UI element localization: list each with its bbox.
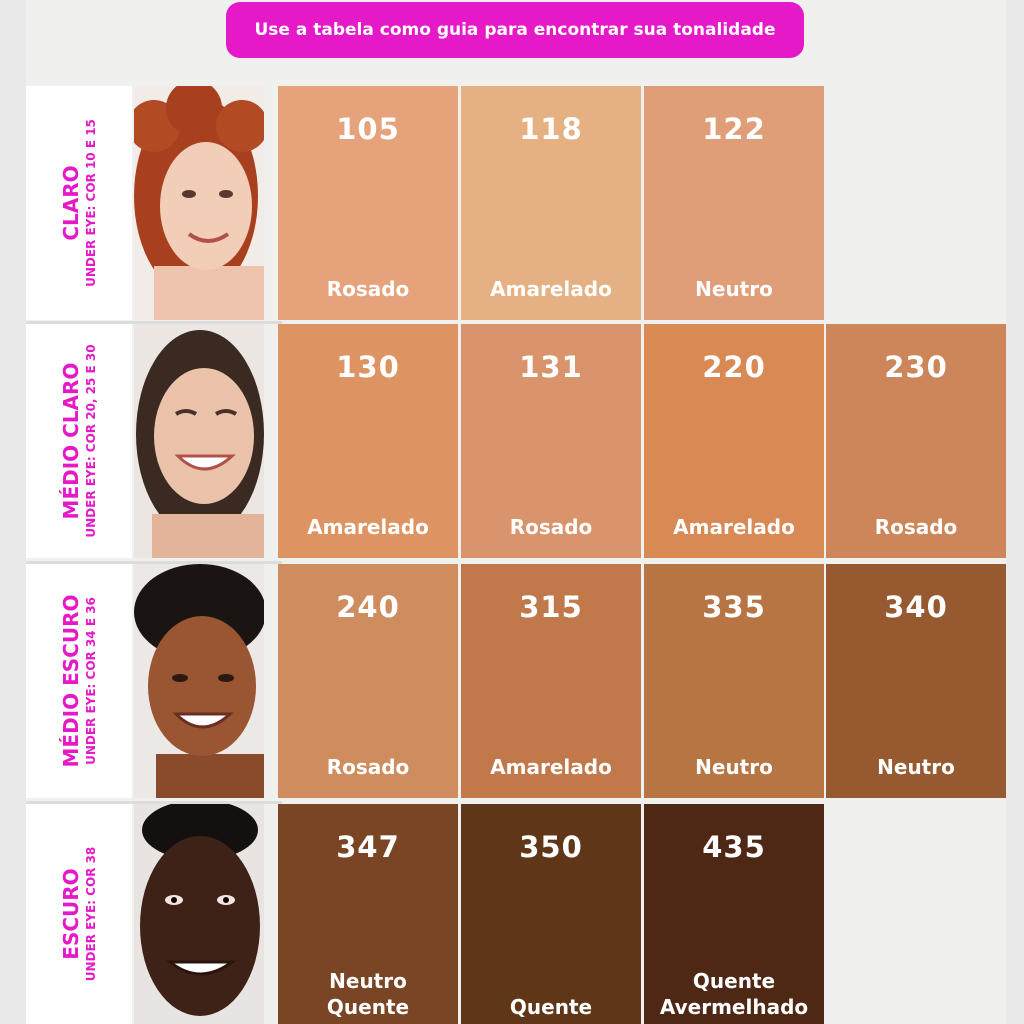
model-photo-medio-claro bbox=[134, 324, 264, 558]
shade-swatch-240[interactable]: 240 Rosado bbox=[278, 564, 458, 798]
shade-tone: Rosado bbox=[509, 515, 593, 539]
under-eye-note: UNDER EYE: COR 38 bbox=[84, 846, 98, 982]
shade-tone: Quente Avermelhado bbox=[659, 969, 809, 1019]
shade-tone: Quente bbox=[509, 995, 593, 1019]
shade-swatch-220[interactable]: 220 Amarelado bbox=[644, 324, 824, 558]
shade-tone: Neutro bbox=[877, 755, 955, 779]
shade-code: 347 bbox=[336, 830, 400, 864]
shade-code: 340 bbox=[884, 590, 948, 624]
shade-tone: Amarelado bbox=[673, 515, 795, 539]
shade-swatch-131[interactable]: 131 Rosado bbox=[461, 324, 641, 558]
shade-code: 240 bbox=[336, 590, 400, 624]
row-divider bbox=[26, 321, 282, 324]
shade-tone: Amarelado bbox=[307, 515, 429, 539]
shade-code: 230 bbox=[884, 350, 948, 384]
skin-level-name: MÉDIO CLARO bbox=[59, 362, 83, 520]
model-photo-escuro bbox=[134, 804, 264, 1024]
shade-swatch-435[interactable]: 435 Quente Avermelhado bbox=[644, 804, 824, 1024]
shade-row-medio-escuro: MÉDIO ESCURO UNDER EYE: COR 34 E 36 240 … bbox=[26, 561, 1006, 798]
row-divider bbox=[26, 801, 282, 804]
shade-code: 315 bbox=[519, 590, 583, 624]
shade-code: 350 bbox=[519, 830, 583, 864]
shade-tone: Neutro bbox=[695, 755, 773, 779]
under-eye-note: UNDER EYE: COR 34 E 36 bbox=[84, 597, 98, 765]
shade-tone: Neutro Quente bbox=[326, 969, 410, 1019]
shade-swatch-315[interactable]: 315 Amarelado bbox=[461, 564, 641, 798]
row-label: MÉDIO ESCURO UNDER EYE: COR 34 E 36 bbox=[26, 564, 132, 798]
shade-row-claro: CLARO UNDER EYE: COR 10 E 15 105 Rosado … bbox=[26, 86, 1006, 320]
shade-swatch-105[interactable]: 105 Rosado bbox=[278, 86, 458, 320]
shade-code: 220 bbox=[702, 350, 766, 384]
shade-code: 130 bbox=[336, 350, 400, 384]
model-photo-claro bbox=[134, 86, 264, 320]
shade-swatch-130[interactable]: 130 Amarelado bbox=[278, 324, 458, 558]
shade-tone: Rosado bbox=[874, 515, 958, 539]
shade-row-medio-claro: MÉDIO CLARO UNDER EYE: COR 20, 25 E 30 1… bbox=[26, 321, 1006, 558]
shade-code: 105 bbox=[336, 112, 400, 146]
shade-code: 118 bbox=[519, 112, 583, 146]
shade-row-escuro: ESCURO UNDER EYE: COR 38 347 Neutro Quen… bbox=[26, 801, 1006, 1024]
shade-swatch-122[interactable]: 122 Neutro bbox=[644, 86, 824, 320]
under-eye-note: UNDER EYE: COR 20, 25 E 30 bbox=[84, 344, 98, 538]
shade-code: 435 bbox=[702, 830, 766, 864]
shade-tone: Amarelado bbox=[490, 277, 612, 301]
shade-swatch-335[interactable]: 335 Neutro bbox=[644, 564, 824, 798]
skin-level-name: CLARO bbox=[59, 165, 83, 241]
shade-code: 122 bbox=[702, 112, 766, 146]
model-photo-medio-escuro bbox=[134, 564, 264, 798]
shade-code: 131 bbox=[519, 350, 583, 384]
row-label: ESCURO UNDER EYE: COR 38 bbox=[26, 804, 132, 1024]
shade-swatch-350[interactable]: 350 Quente bbox=[461, 804, 641, 1024]
shade-tone: Rosado bbox=[326, 755, 410, 779]
under-eye-note: UNDER EYE: COR 10 E 15 bbox=[84, 119, 98, 287]
shade-swatch-118[interactable]: 118 Amarelado bbox=[461, 86, 641, 320]
shade-code: 335 bbox=[702, 590, 766, 624]
row-label: MÉDIO CLARO UNDER EYE: COR 20, 25 E 30 bbox=[26, 324, 132, 558]
shade-swatch-340[interactable]: 340 Neutro bbox=[826, 564, 1006, 798]
row-divider bbox=[26, 561, 282, 564]
shade-tone: Rosado bbox=[326, 277, 410, 301]
skin-level-name: MÉDIO ESCURO bbox=[59, 594, 83, 768]
shade-swatch-230[interactable]: 230 Rosado bbox=[826, 324, 1006, 558]
shade-tone: Amarelado bbox=[490, 755, 612, 779]
guide-banner: Use a tabela como guia para encontrar su… bbox=[226, 2, 804, 58]
shade-tone: Neutro bbox=[695, 277, 773, 301]
shade-swatch-347[interactable]: 347 Neutro Quente bbox=[278, 804, 458, 1024]
row-label: CLARO UNDER EYE: COR 10 E 15 bbox=[26, 86, 132, 320]
skin-level-name: ESCURO bbox=[59, 868, 83, 960]
